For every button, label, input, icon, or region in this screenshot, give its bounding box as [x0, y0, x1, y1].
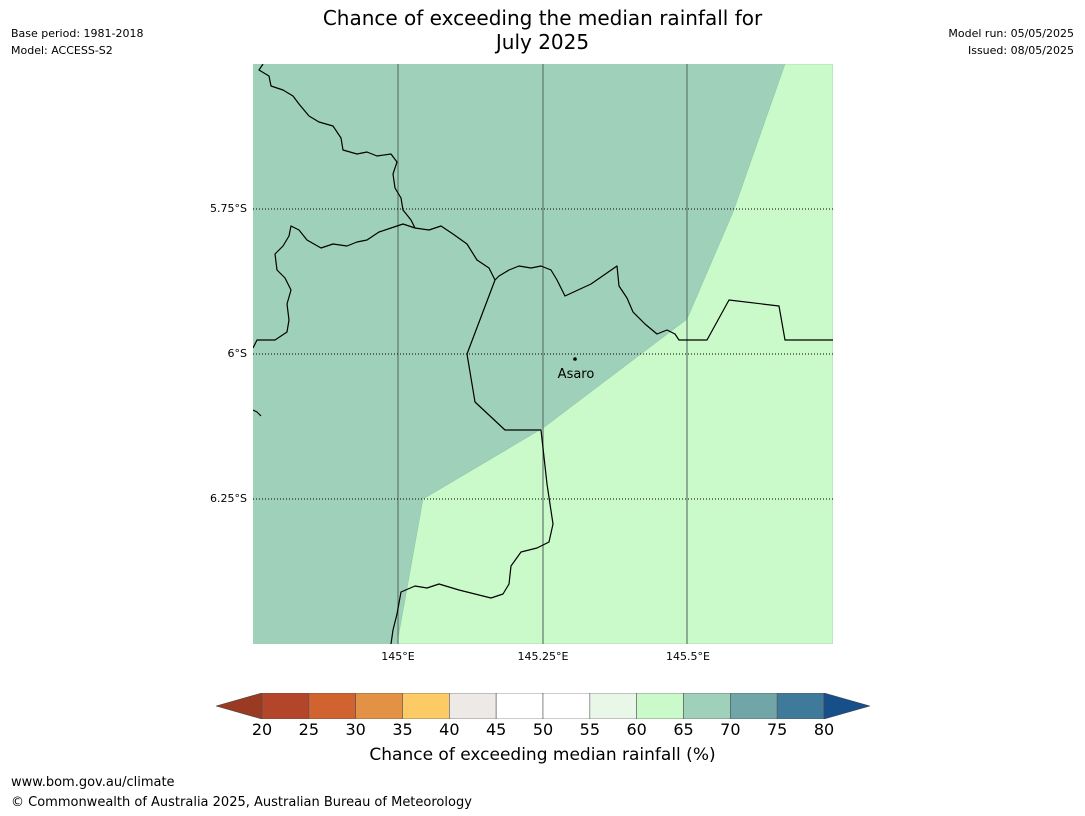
- asaro-marker: [573, 357, 577, 361]
- colorbar-tick-label: 60: [626, 720, 647, 739]
- colorbar-segment: [683, 692, 731, 720]
- colorbar-segment: [495, 692, 544, 720]
- border-north-west: [258, 64, 416, 229]
- colorbar-tick-label: 70: [720, 720, 741, 739]
- footer-copyright: © Commonwealth of Australia 2025, Austra…: [11, 795, 472, 810]
- colorbar-over-arrow: [823, 692, 872, 720]
- colorbar-segment: [355, 692, 403, 720]
- colorbar-segment: [776, 692, 825, 720]
- lat-label-5-75: 5.75°S: [210, 202, 247, 215]
- colorbar-tick-label: 35: [392, 720, 413, 739]
- asaro-label: Asaro: [558, 367, 595, 382]
- map-canvas: Asaro: [253, 64, 833, 644]
- colorbar-tick-label: 40: [439, 720, 460, 739]
- colorbar-segment: [308, 692, 356, 720]
- lat-label-6-25: 6.25°S: [210, 492, 247, 505]
- border-south-province: [390, 279, 554, 644]
- colorbar-tick-label: 45: [485, 720, 507, 739]
- issued-text: Issued: 08/05/2025: [967, 44, 1074, 57]
- colorbar-tick-label: 75: [766, 720, 788, 739]
- colorbar: [214, 692, 872, 720]
- colorbar-under-arrow: [214, 692, 263, 720]
- lon-label-145-25: 145.25°E: [517, 650, 569, 663]
- parallels: [253, 208, 833, 500]
- title-line-2: July 2025: [495, 30, 590, 54]
- colorbar-segment: [730, 692, 778, 720]
- title-line-1: Chance of exceeding the median rainfall …: [322, 6, 763, 30]
- colorbar-graphic: [214, 692, 872, 720]
- colorbar-segment: [449, 692, 497, 720]
- lon-label-145-5: 145.5°E: [666, 650, 710, 663]
- footer-url[interactable]: www.bom.gov.au/climate: [11, 775, 175, 790]
- colorbar-tick-label: 55: [579, 720, 600, 739]
- boundaries: [253, 64, 833, 644]
- lat-label-6: 6°S: [227, 347, 247, 360]
- map-title: Chance of exceeding the median rainfall …: [0, 6, 1085, 54]
- border-west-fragment: [253, 409, 262, 417]
- left-meta: Base period: 1981-2018 Model: ACCESS-S2: [11, 25, 143, 59]
- model-text: Model: ACCESS-S2: [11, 44, 113, 57]
- border-east-province: [414, 225, 833, 341]
- right-meta: Model run: 05/05/2025 Issued: 08/05/2025: [948, 25, 1074, 59]
- colorbar-segment: [589, 692, 637, 720]
- map-panel: Asaro: [253, 64, 833, 644]
- colorbar-ticks: 20 25 30 35 40 45 50 55 60 65 70 75 80: [0, 720, 1085, 740]
- colorbar-tick-label: 80: [813, 720, 835, 739]
- colorbar-tick-label: 65: [673, 720, 694, 739]
- colorbar-label: Chance of exceeding median rainfall (%): [369, 745, 716, 765]
- colorbar-segment: [636, 692, 684, 720]
- border-west-province: [253, 223, 416, 349]
- lon-label-145: 145°E: [381, 650, 415, 663]
- colorbar-segment: [542, 692, 591, 720]
- colorbar-tick-label: 30: [345, 720, 366, 739]
- colorbar-tick-label: 20: [251, 720, 273, 739]
- base-period-text: Base period: 1981-2018: [11, 27, 144, 40]
- model-run-text: Model run: 05/05/2025: [948, 27, 1074, 40]
- colorbar-tick-label: 25: [298, 720, 319, 739]
- colorbar-segment: [402, 692, 450, 720]
- colorbar-tick-label: 50: [532, 720, 554, 739]
- colorbar-segment: [261, 692, 310, 720]
